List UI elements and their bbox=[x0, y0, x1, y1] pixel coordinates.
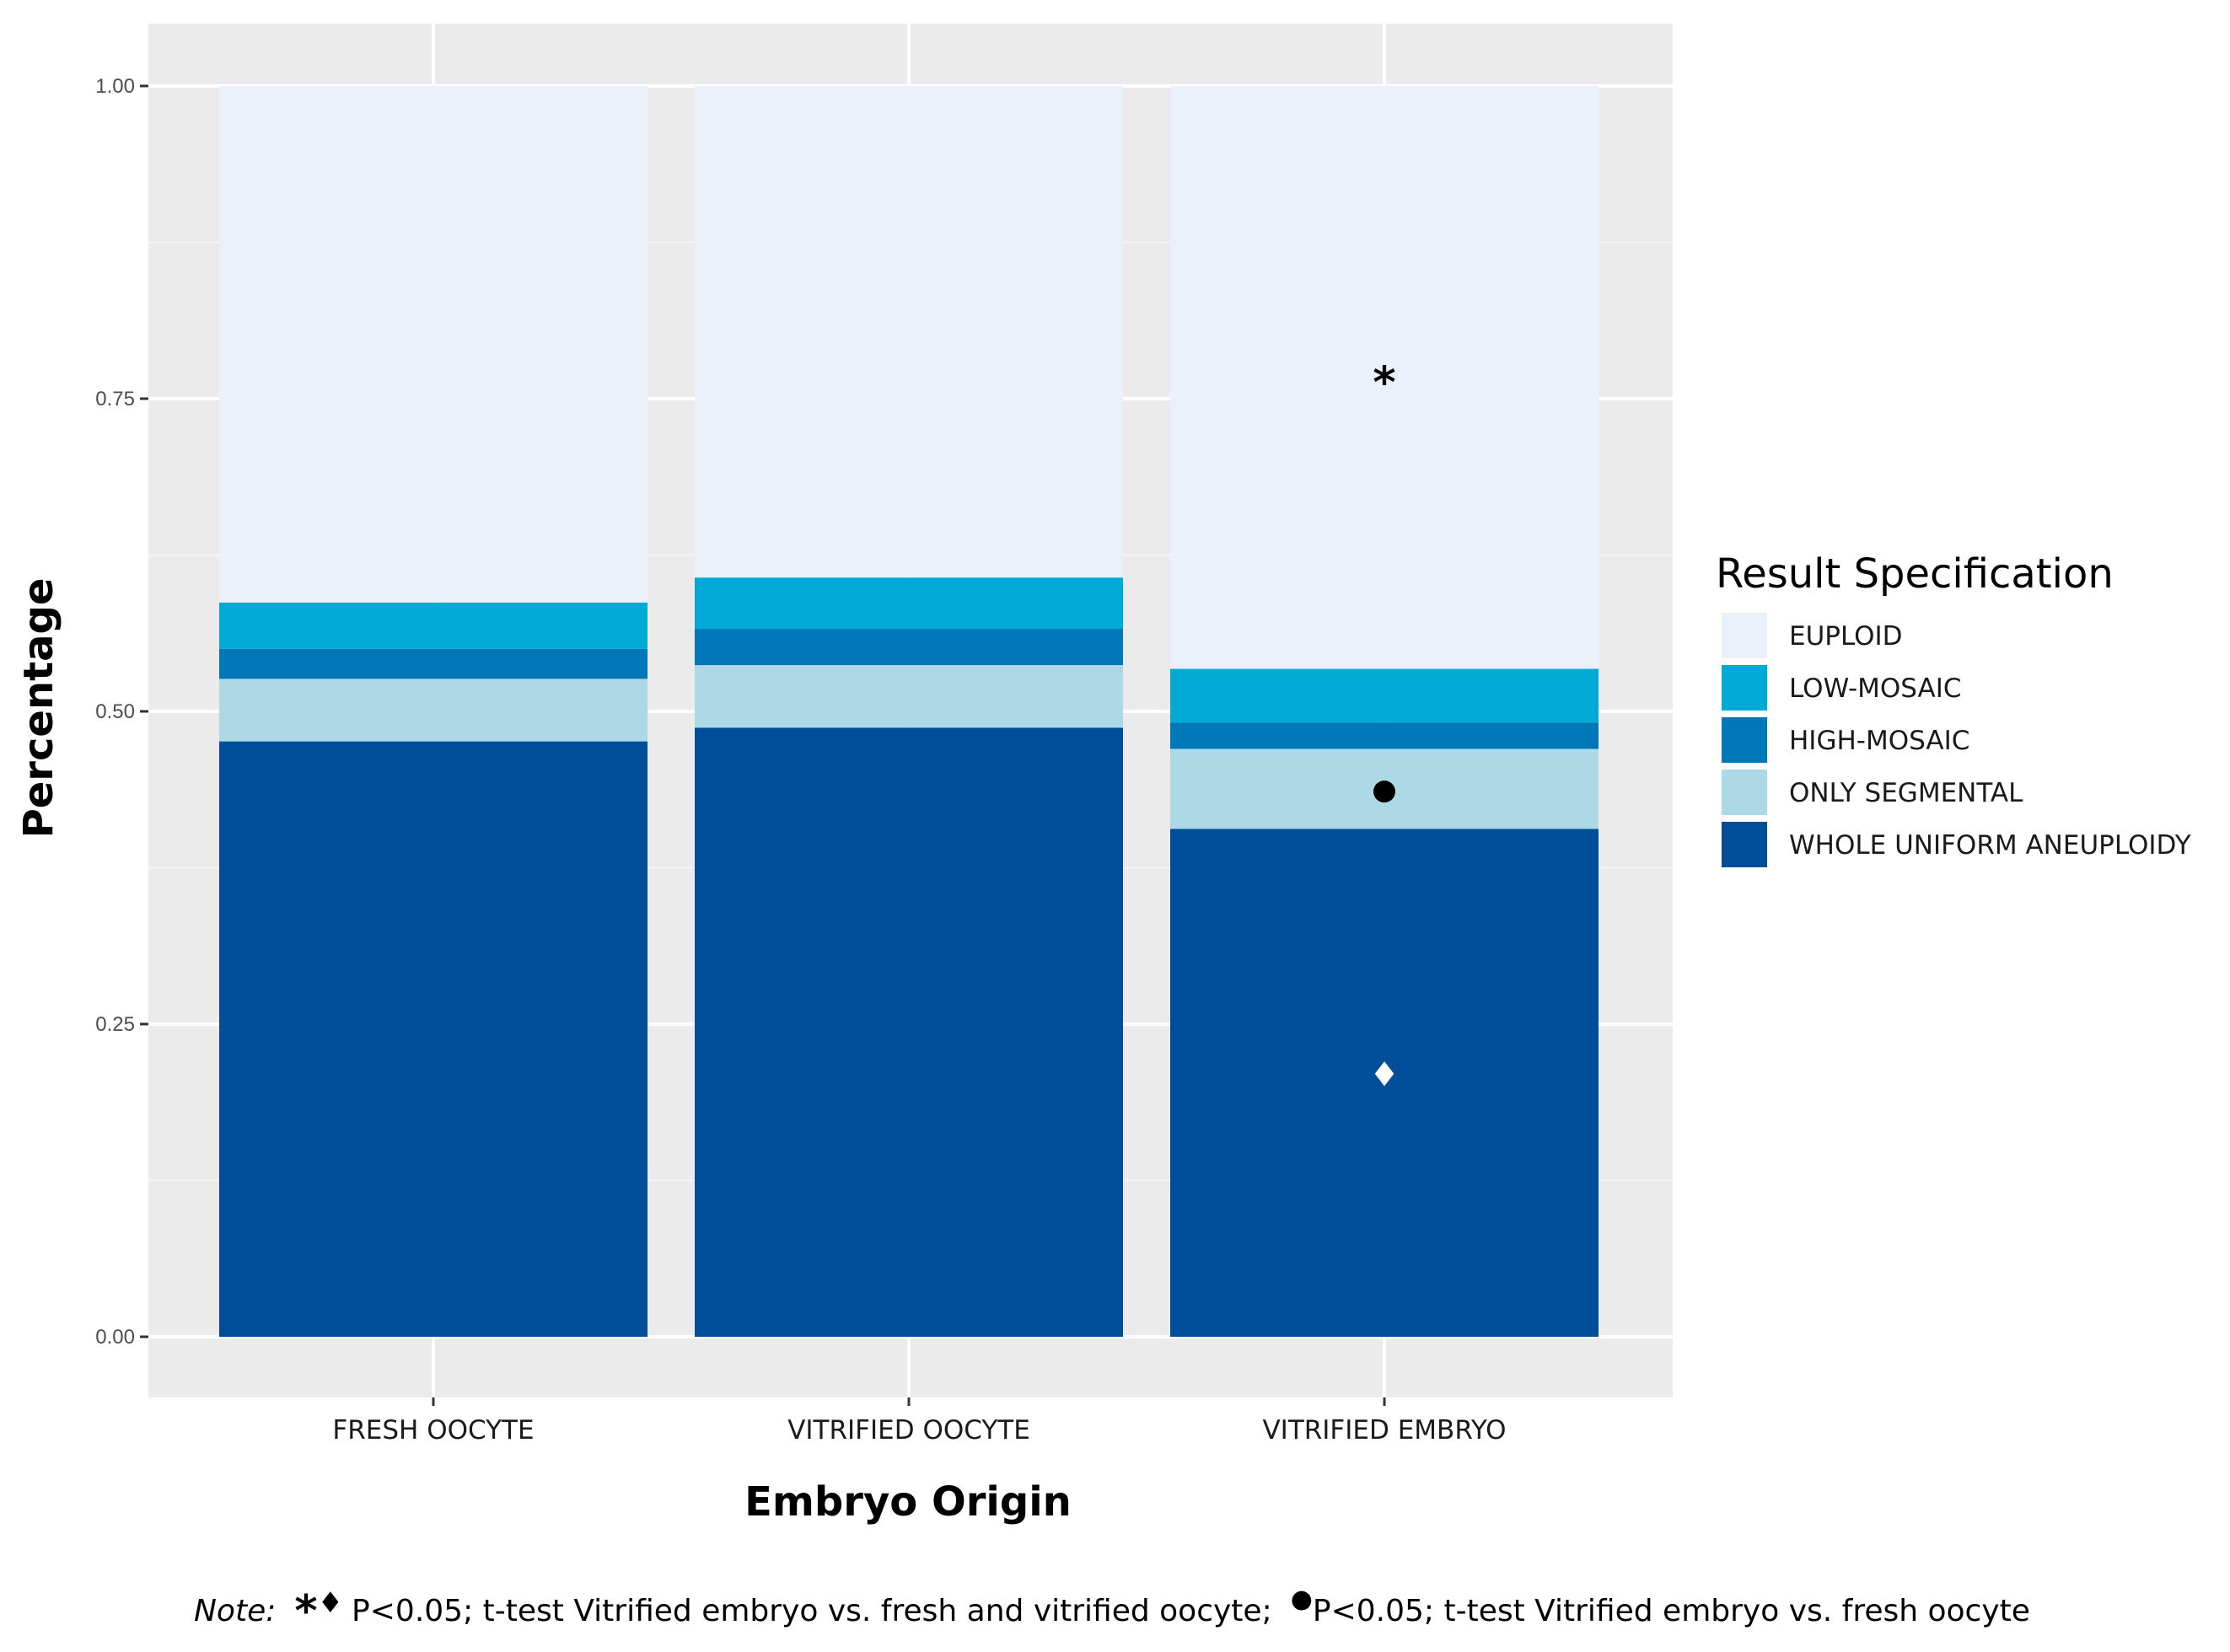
x-axis-title: Embryo Origin bbox=[744, 1478, 1072, 1526]
bar-segment-whole-uniform-aneuploidy bbox=[219, 741, 648, 1337]
dot-icon: ● bbox=[1290, 1585, 1313, 1614]
diamond-icon: ♦ bbox=[317, 1586, 344, 1620]
legend-label: LOW-MOSAIC bbox=[1789, 673, 1962, 704]
y-tick-label: 0.50 bbox=[95, 700, 135, 723]
legend-label: WHOLE UNIFORM ANEUPLOIDY bbox=[1789, 830, 2191, 861]
bar-segment-euploid bbox=[219, 86, 648, 603]
bar-segment-high-mosaic bbox=[695, 629, 1123, 666]
legend-label: HIGH-MOSAIC bbox=[1789, 726, 1969, 756]
x-tick-label: FRESH OOCYTE bbox=[332, 1415, 534, 1446]
note-text-2: P<0.05; t-test Vitrified embryo vs. fres… bbox=[1312, 1594, 2030, 1628]
footnote: Note: *♦ P<0.05; t-test Vitrified embryo v… bbox=[194, 1585, 2030, 1637]
y-tick-label: 1.00 bbox=[95, 75, 135, 98]
y-tick-label: 0.75 bbox=[95, 388, 135, 410]
y-tick-label: 0.25 bbox=[95, 1013, 135, 1036]
legend: EUPLOID LOW-MOSAIC HIGH-MOSAIC ONLY SEGMENT… bbox=[1722, 613, 2191, 867]
bar-segment-only-segmental bbox=[695, 665, 1123, 728]
bar-segment-low-mosaic bbox=[219, 602, 648, 649]
y-axis: 0.00 0.25 0.50 0.75 1.00 bbox=[95, 75, 148, 1349]
note-lead: Note: bbox=[194, 1594, 277, 1628]
asterisk-icon: * bbox=[294, 1586, 318, 1637]
x-tick-label: VITRIFIED OOCYTE bbox=[787, 1415, 1030, 1446]
legend-key-euploid bbox=[1722, 613, 1767, 658]
y-tick-label: 0.00 bbox=[95, 1326, 135, 1349]
bar-segment-high-mosaic bbox=[219, 648, 648, 679]
bar-segment-whole-uniform-aneuploidy bbox=[1170, 829, 1599, 1337]
bar-segment-high-mosaic bbox=[1170, 722, 1599, 749]
x-tick-label: VITRIFIED EMBRYO bbox=[1262, 1415, 1506, 1446]
bar-segment-low-mosaic bbox=[1170, 668, 1599, 723]
significance-annotations: * ● ♦ bbox=[1369, 357, 1400, 1094]
bar-segment-euploid bbox=[1170, 86, 1599, 669]
bar-segment-only-segmental bbox=[1170, 748, 1599, 829]
y-axis-title: Percentage bbox=[15, 578, 62, 839]
bar-segment-whole-uniform-aneuploidy bbox=[695, 727, 1123, 1337]
legend-title: Result Specification bbox=[1716, 550, 2114, 598]
note-text-1: P<0.05; t-test Vitrified embryo vs. fres… bbox=[352, 1594, 1272, 1628]
legend-key-only-segmental bbox=[1722, 770, 1767, 815]
legend-key-whole-uniform-aneuploidy bbox=[1722, 822, 1767, 867]
bar-segment-only-segmental bbox=[219, 678, 648, 742]
legend-label: EUPLOID bbox=[1789, 621, 1903, 652]
asterisk-icon: * bbox=[1373, 357, 1395, 408]
bars bbox=[219, 86, 1599, 1337]
legend-key-high-mosaic bbox=[1722, 717, 1767, 763]
diamond-icon: ♦ bbox=[1369, 1055, 1400, 1094]
bar-segment-euploid bbox=[695, 86, 1123, 578]
bar-segment-low-mosaic bbox=[695, 577, 1123, 630]
legend-label: ONLY SEGMENTAL bbox=[1789, 778, 2023, 808]
x-axis: FRESH OOCYTE VITRIFIED OOCYTE VITRIFIED EM… bbox=[332, 1397, 1507, 1446]
dot-icon: ● bbox=[1372, 773, 1397, 807]
legend-key-low-mosaic bbox=[1722, 665, 1767, 711]
